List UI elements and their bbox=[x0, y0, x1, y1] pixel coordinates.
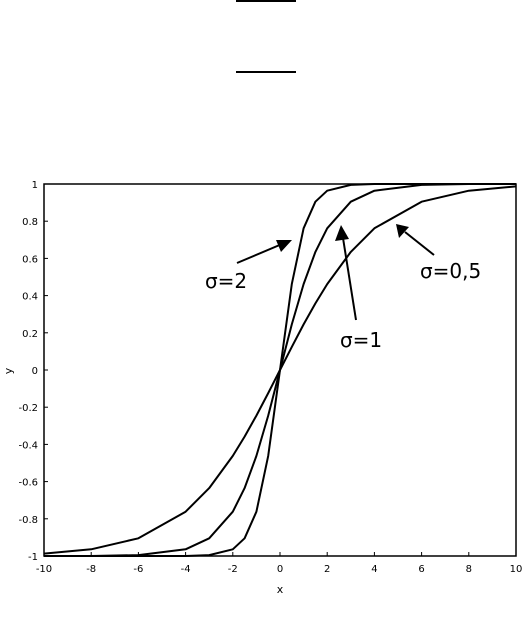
sigma-2-annotation: σ=2 bbox=[205, 269, 247, 293]
sigma-2-arrowhead bbox=[276, 240, 292, 252]
y-tick-label: -0.8 bbox=[18, 515, 38, 526]
series-curves bbox=[43, 183, 517, 557]
y-tick-label: 0.4 bbox=[22, 292, 38, 303]
y-axis-ticks: 1 0.8 0.6 0.4 0.2 0 -0.2 -0.4 -0.6 -0.8 -1 bbox=[18, 180, 48, 563]
sigma-05-arrow-line bbox=[404, 231, 435, 256]
x-tick-label: 6 bbox=[418, 564, 424, 575]
y-tick-label: 1 bbox=[32, 180, 38, 191]
y-tick-label: -0.6 bbox=[18, 478, 38, 489]
x-tick-label: 8 bbox=[466, 564, 472, 575]
x-axis-ticks: -10 -8 -6 -4 -2 0 2 4 6 8 10 bbox=[36, 552, 523, 575]
y-axis-label: y bbox=[2, 367, 15, 374]
x-tick-label: -8 bbox=[86, 564, 96, 575]
x-tick-label: -4 bbox=[181, 564, 191, 575]
x-tick-label: -6 bbox=[133, 564, 143, 575]
x-axis-label: x bbox=[277, 583, 284, 596]
y-tick-label: -0.2 bbox=[18, 403, 38, 414]
sigma-2-arrow-line bbox=[236, 243, 283, 264]
sigma-05-arrowhead bbox=[396, 224, 409, 238]
sigma-1-arrowhead bbox=[335, 225, 349, 241]
x-tick-label: -2 bbox=[228, 564, 238, 575]
x-tick-label: -10 bbox=[36, 564, 52, 575]
x-tick-label: 0 bbox=[277, 564, 283, 575]
y-tick-label: 0 bbox=[32, 366, 38, 377]
x-tick-label: 2 bbox=[324, 564, 330, 575]
y-tick-label: -0.4 bbox=[18, 440, 38, 451]
y-tick-label: 0.8 bbox=[22, 217, 38, 228]
y-tick-label: 0.6 bbox=[22, 254, 38, 265]
sigma-1-arrow-line bbox=[342, 237, 357, 321]
x-tick-label: 4 bbox=[371, 564, 377, 575]
sigma-1-annotation: σ=1 bbox=[340, 328, 382, 352]
y-tick-label: -1 bbox=[28, 552, 38, 563]
x-tick-label: 10 bbox=[510, 564, 523, 575]
sigma-05-annotation: σ=0,5 bbox=[420, 259, 481, 283]
y-tick-label: 0.2 bbox=[22, 329, 38, 340]
series-line-2 bbox=[43, 185, 517, 555]
